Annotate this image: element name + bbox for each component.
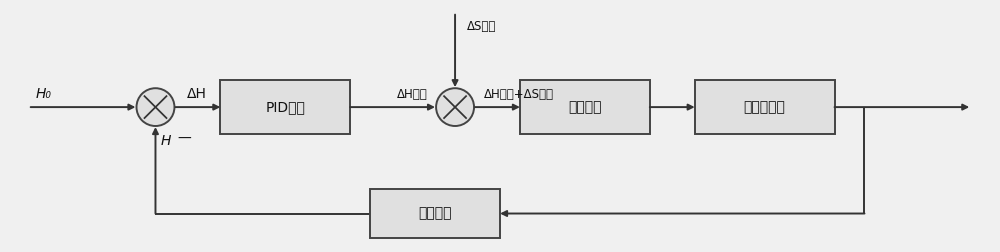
Text: 推力分配: 推力分配 [568,100,602,114]
FancyBboxPatch shape [220,80,350,135]
Text: —: — [177,132,191,146]
Text: ΔS控制: ΔS控制 [467,20,496,33]
FancyBboxPatch shape [370,189,500,238]
Text: 电机螺旋桨: 电机螺旋桨 [744,100,786,114]
Text: 滤波算法: 滤波算法 [418,207,452,220]
Ellipse shape [436,88,474,126]
Text: H: H [160,134,171,148]
Text: ΔH控制+ΔS控制: ΔH控制+ΔS控制 [484,88,554,101]
FancyBboxPatch shape [520,80,650,135]
FancyBboxPatch shape [695,80,835,135]
Text: PID算法: PID算法 [265,100,305,114]
Text: ΔH控制: ΔH控制 [397,88,428,101]
Text: ΔH: ΔH [186,87,206,101]
Text: H₀: H₀ [36,87,52,101]
Ellipse shape [137,88,174,126]
